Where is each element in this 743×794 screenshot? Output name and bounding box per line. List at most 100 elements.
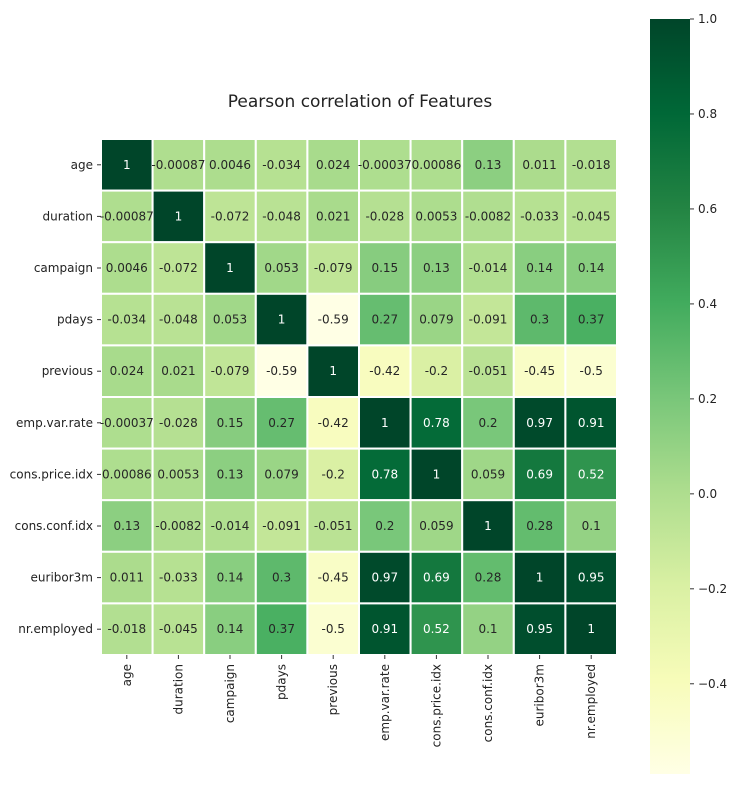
heatmap-cell	[203, 499, 257, 553]
y-axis-labels: age duration campaign pdays previous emp.var.…	[10, 158, 101, 636]
heatmap-cell	[254, 396, 309, 450]
cell-annotation: 1	[278, 313, 286, 327]
heatmap-cell	[358, 189, 412, 244]
cell-annotation: 0.0046	[209, 158, 251, 172]
y-tick-label: duration	[43, 209, 94, 223]
colorbar-tick-label: 0.4	[698, 297, 717, 311]
cell-annotation: 0.14	[526, 261, 553, 275]
heatmap-cell	[564, 241, 619, 295]
y-tick-label: previous	[42, 364, 93, 378]
cell-annotation: -0.45	[318, 571, 349, 585]
cell-annotation: 1	[329, 364, 337, 378]
cell-annotation: 0.15	[371, 261, 398, 275]
cell-annotation: 0.0053	[157, 467, 199, 481]
cell-annotation: -0.079	[211, 364, 250, 378]
cell-annotation: -0.59	[266, 364, 297, 378]
cell-annotation: -0.033	[520, 209, 559, 223]
cell-annotation: 0.059	[471, 467, 505, 481]
cell-annotation: 0.1	[478, 622, 497, 636]
cell-annotation: 0.14	[578, 261, 605, 275]
heatmap-cell	[358, 344, 412, 398]
cell-annotation: 0.15	[217, 416, 244, 430]
cell-annotation: -0.079	[314, 261, 353, 275]
heatmap-cell	[461, 602, 515, 657]
x-tick-label: pdays	[275, 664, 289, 700]
heatmap-cell	[203, 396, 257, 450]
cell-annotation: 0.91	[578, 416, 605, 430]
heatmap-cell	[100, 396, 154, 450]
cell-annotation: 0.69	[526, 467, 553, 481]
colorbar-tick-label: 1.0	[698, 12, 717, 26]
cell-annotation: 0.52	[578, 467, 605, 481]
cell-annotation: -0.0082	[155, 519, 201, 533]
heatmap-cell	[512, 241, 567, 295]
cell-annotation: 0.13	[113, 519, 140, 533]
cell-annotation: 0.053	[264, 261, 298, 275]
heatmap-cell	[358, 396, 412, 450]
heatmap-cell	[306, 602, 360, 657]
heatmap-cell	[409, 241, 464, 295]
cell-annotation: -0.014	[211, 519, 250, 533]
cell-annotation: -0.0082	[465, 209, 511, 223]
cell-annotation: 0.079	[419, 313, 453, 327]
heatmap-cell	[254, 189, 309, 244]
cell-annotation: 0.14	[217, 622, 244, 636]
heatmap-cell	[151, 550, 206, 605]
cell-annotation: 0.14	[217, 571, 244, 585]
heatmap-cell	[151, 241, 206, 295]
cell-annotation: 0.1	[582, 519, 601, 533]
cell-annotation: -0.034	[262, 158, 301, 172]
x-tick-label: nr.employed	[584, 664, 598, 739]
colorbar-tick-label: 0.2	[698, 392, 717, 406]
cell-annotation: 0.024	[316, 158, 350, 172]
cell-annotation: 1	[536, 571, 544, 585]
cell-annotation: 0.2	[478, 416, 497, 430]
heatmap-cell	[358, 602, 412, 657]
cell-annotation: -0.051	[314, 519, 353, 533]
cell-annotation: 0.053	[213, 313, 247, 327]
heatmap-cell	[151, 499, 206, 553]
heatmap-cell	[564, 344, 619, 398]
cell-annotation: 0.079	[264, 467, 298, 481]
x-tick-label: emp.var.rate	[378, 664, 392, 741]
cell-annotation: -0.072	[211, 209, 250, 223]
cell-annotation: -0.2	[321, 467, 344, 481]
y-tick-label: euribor3m	[31, 571, 93, 585]
heatmap-cell	[564, 447, 619, 502]
heatmap-cell	[409, 447, 464, 502]
colorbar-tick-label: −0.2	[698, 582, 727, 596]
y-tick-label: nr.employed	[18, 622, 93, 636]
heatmap-cell	[254, 447, 309, 502]
cell-annotation: 0.37	[268, 622, 295, 636]
heatmap-cell	[461, 447, 515, 502]
y-tick-label: campaign	[34, 261, 93, 275]
heatmap-cell	[564, 138, 619, 192]
heatmap-cell	[512, 602, 567, 657]
cell-annotation: 0.00086	[102, 467, 152, 481]
cell-annotation: 0.28	[526, 519, 553, 533]
cell-annotation: 0.28	[475, 571, 502, 585]
cell-annotation: -0.5	[579, 364, 602, 378]
x-axis-labels: age duration campaign pdays previous emp.var.…	[120, 655, 598, 747]
heatmap-cells	[100, 138, 619, 657]
heatmap-cell	[151, 344, 206, 398]
heatmap-cell	[512, 499, 567, 553]
heatmap-cell	[461, 344, 515, 398]
cell-annotation: 1	[123, 158, 131, 172]
heatmap-cell	[512, 396, 567, 450]
colorbar-tick-label: 0.8	[698, 107, 717, 121]
cell-annotation: -0.018	[572, 158, 611, 172]
cell-annotation: -0.051	[469, 364, 508, 378]
cell-annotations: 1 -0.00087 0.0046 -0.034 0.024 -0.00037 0.0008…	[100, 158, 611, 636]
heatmap-cell	[306, 499, 360, 553]
cell-annotation: -0.048	[262, 209, 301, 223]
heatmap-cell	[512, 344, 567, 398]
cell-annotation: 0.13	[217, 467, 244, 481]
x-tick-label: age	[120, 664, 134, 686]
cell-annotation: 0.97	[526, 416, 553, 430]
heatmap-cell	[358, 292, 412, 347]
cell-annotation: -0.00037	[358, 158, 412, 172]
heatmap-cell	[512, 189, 567, 244]
heatmap-cell	[100, 447, 154, 502]
cell-annotation: 0.97	[371, 571, 398, 585]
